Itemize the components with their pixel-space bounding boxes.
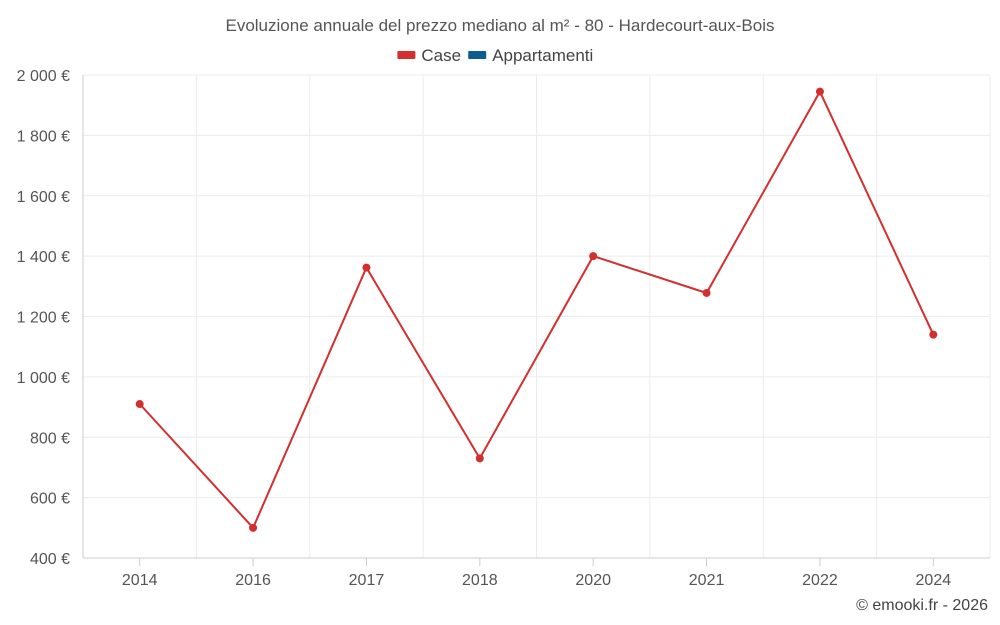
data-point-case[interactable]: [362, 263, 371, 272]
x-tick-label: 2022: [802, 572, 838, 589]
y-tick-label: 800 €: [30, 430, 70, 447]
axes: [82, 75, 990, 566]
y-tick-label: 600 €: [30, 491, 70, 508]
x-tick-label: 2014: [122, 572, 158, 589]
y-tick-label: 1 800 €: [17, 128, 70, 145]
y-tick-label: 1 400 €: [17, 249, 70, 266]
x-tick-label: 2017: [349, 572, 385, 589]
legend-label: Case: [421, 46, 461, 65]
series-line-case: [138, 89, 935, 530]
legend-label: Appartamenti: [492, 46, 593, 65]
x-tick-label: 2021: [689, 572, 725, 589]
y-tick-label: 400 €: [30, 551, 70, 568]
series: [135, 87, 938, 532]
y-tick-label: 2 000 €: [17, 68, 70, 85]
data-point-case[interactable]: [702, 288, 711, 297]
data-point-case[interactable]: [589, 252, 598, 261]
x-tick-label: 2024: [916, 572, 952, 589]
data-point-case[interactable]: [249, 523, 258, 532]
y-axis-ticks: 400 € 600 € 800 € 1 000 € 1 200 € 1 400 € 1 60…: [17, 68, 70, 568]
data-point-case[interactable]: [135, 400, 144, 409]
y-tick-label: 1 000 €: [17, 370, 70, 387]
grid: [83, 74, 991, 558]
x-axis-ticks: 2014 2016 2017 2018 2020 2021 2022 2024: [122, 572, 951, 589]
legend-swatch: [468, 51, 487, 59]
legend-swatch: [397, 51, 416, 59]
y-tick-label: 1 600 €: [17, 189, 70, 206]
legend[interactable]: Case Appartamenti: [397, 46, 593, 65]
x-tick-label: 2018: [462, 572, 498, 589]
chart-title: Evoluzione annuale del prezzo mediano al…: [225, 16, 774, 35]
y-tick-label: 1 200 €: [17, 310, 70, 327]
legend-item-appartamenti[interactable]: Appartamenti: [468, 46, 593, 65]
x-tick-label: 2020: [575, 572, 611, 589]
data-point-case[interactable]: [929, 330, 938, 339]
legend-item-case[interactable]: Case: [397, 46, 461, 65]
data-point-case[interactable]: [475, 454, 484, 463]
x-tick-label: 2016: [235, 572, 271, 589]
data-point-case[interactable]: [815, 87, 824, 96]
credit-text: © emooki.fr - 2026: [856, 597, 988, 614]
